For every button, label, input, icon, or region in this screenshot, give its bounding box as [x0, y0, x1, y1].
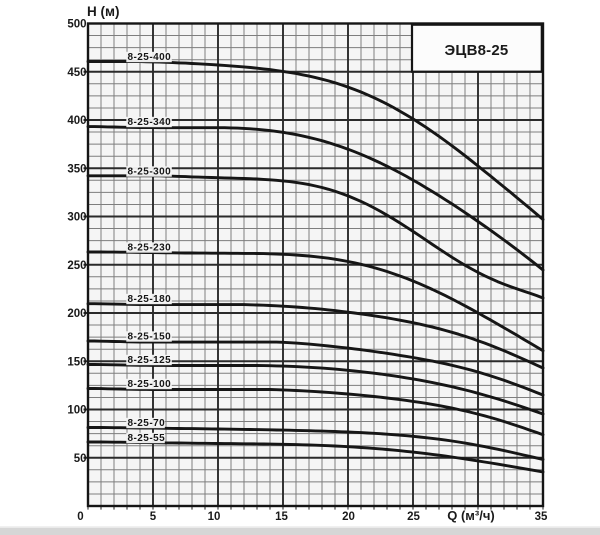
svg-text:450: 450 [67, 67, 86, 79]
svg-text:8-25-180: 8-25-180 [128, 294, 172, 305]
svg-text:250: 250 [67, 260, 86, 272]
svg-text:500: 500 [67, 19, 86, 31]
svg-text:8-25-70: 8-25-70 [128, 418, 166, 429]
svg-text:8-25-150: 8-25-150 [128, 332, 172, 343]
svg-text:200: 200 [67, 308, 86, 320]
svg-text:8-25-55: 8-25-55 [128, 433, 166, 444]
svg-text:8-25-100: 8-25-100 [128, 379, 172, 390]
svg-text:25: 25 [407, 511, 420, 523]
svg-text:35: 35 [535, 511, 548, 523]
svg-text:15: 15 [275, 511, 288, 523]
svg-text:Н (м): Н (м) [87, 4, 119, 19]
svg-text:Q (м³/ч): Q (м³/ч) [447, 508, 495, 523]
svg-text:ЭЦВ8-25: ЭЦВ8-25 [445, 42, 509, 59]
svg-text:8-25-230: 8-25-230 [128, 243, 172, 254]
svg-text:8-25-340: 8-25-340 [128, 117, 172, 128]
svg-text:150: 150 [67, 356, 86, 368]
svg-text:10: 10 [208, 511, 221, 523]
svg-text:5: 5 [150, 511, 157, 523]
svg-text:300: 300 [67, 212, 86, 224]
svg-text:350: 350 [67, 163, 86, 175]
svg-text:8-25-400: 8-25-400 [128, 52, 172, 63]
svg-text:0: 0 [77, 511, 83, 523]
svg-text:8-25-125: 8-25-125 [128, 355, 172, 366]
svg-text:100: 100 [67, 405, 86, 417]
svg-text:400: 400 [67, 115, 86, 127]
svg-text:8-25-300: 8-25-300 [128, 167, 172, 178]
svg-text:20: 20 [342, 511, 355, 523]
svg-text:50: 50 [74, 453, 87, 465]
